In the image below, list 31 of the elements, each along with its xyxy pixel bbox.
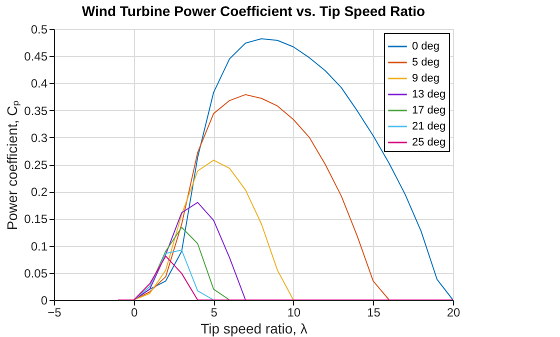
legend-label: 17 deg <box>412 104 446 116</box>
x-tick-label: 15 <box>367 306 381 320</box>
y-tick-label: 0.05 <box>24 266 48 280</box>
y-tick-label: 0.45 <box>24 50 48 64</box>
line-series <box>133 202 246 300</box>
x-tick-label: −5 <box>48 306 62 320</box>
line-series <box>133 160 294 300</box>
x-tick-label: 10 <box>287 306 301 320</box>
legend-label: 5 deg <box>412 56 440 68</box>
y-tick-label: 0.15 <box>24 212 48 226</box>
line-series <box>117 256 453 300</box>
y-tick-label: 0.35 <box>24 104 48 118</box>
legend-label: 13 deg <box>412 88 446 100</box>
y-tick-label: 0.25 <box>24 158 48 172</box>
y-tick-label: 0 <box>40 294 48 308</box>
x-tick-label: 20 <box>446 306 460 320</box>
legend-label: 0 deg <box>412 40 440 52</box>
y-tick-label: 0.3 <box>30 130 48 145</box>
y-tick-label: 0.1 <box>30 239 48 254</box>
x-axis-title: Tip speed ratio, λ <box>200 320 308 336</box>
y-axis-title: Power coefficient, Cₚ <box>4 100 22 230</box>
line-series <box>133 250 214 300</box>
y-tick-label: 0.5 <box>30 22 48 36</box>
legend-label: 21 deg <box>412 120 446 132</box>
x-tick-label: 5 <box>210 306 218 320</box>
x-tick-label: 0 <box>130 306 138 320</box>
legend-label: 9 deg <box>412 72 440 84</box>
legend-label: 25 deg <box>412 136 446 148</box>
y-tick-label: 0.4 <box>30 76 48 91</box>
y-tick-label: 0.2 <box>30 185 48 200</box>
chart-title: Wind Turbine Power Coefficient vs. Tip Speed Ratio <box>82 3 426 19</box>
